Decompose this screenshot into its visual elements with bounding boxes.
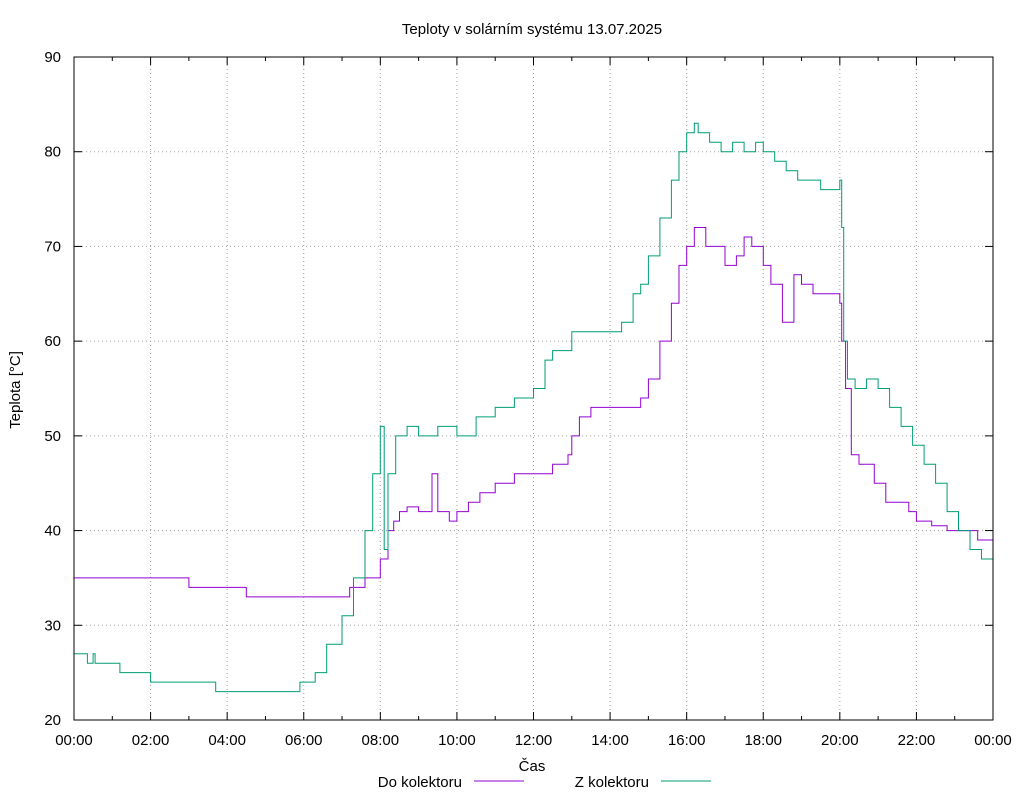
- series-line-1: [74, 122, 994, 693]
- legend-label-do-kolektoru: Do kolektoru: [378, 774, 462, 791]
- series-layer: [74, 122, 994, 693]
- x-tick-label: 20:00: [821, 732, 859, 749]
- y-tick-label: 20: [44, 712, 61, 729]
- x-tick-label: 14:00: [591, 732, 629, 749]
- x-tick-label: 00:00: [974, 732, 1012, 749]
- x-tick-label: 22:00: [898, 732, 936, 749]
- legend-label-z-kolektoru: Z kolektoru: [575, 774, 649, 791]
- legend: Do kolektoru Z kolektoru: [378, 774, 711, 791]
- x-tick-label: 16:00: [668, 732, 706, 749]
- x-axis-title: Čas: [519, 758, 546, 775]
- y-tick-label: 50: [44, 428, 61, 445]
- x-tick-label: 00:00: [55, 732, 93, 749]
- x-tick-labels: 00:00 02:00 04:00 06:00 08:00 10:00 12:00 14:00…: [55, 732, 1012, 749]
- y-tick-label: 40: [44, 523, 61, 540]
- y-tick-label: 90: [44, 49, 61, 66]
- x-tick-label: 10:00: [438, 732, 476, 749]
- y-tick-label: 70: [44, 238, 61, 255]
- x-tick-label: 12:00: [515, 732, 553, 749]
- chart-title: Teploty v solárním systému 13.07.2025: [402, 21, 662, 38]
- x-tick-label: 08:00: [362, 732, 400, 749]
- x-tick-label: 04:00: [208, 732, 246, 749]
- series-line-0: [74, 227, 993, 598]
- y-tick-label: 60: [44, 333, 61, 350]
- x-tick-label: 06:00: [285, 732, 323, 749]
- grid: [74, 57, 993, 720]
- ticks: [73, 56, 994, 721]
- x-tick-label: 02:00: [132, 732, 170, 749]
- y-tick-label: 80: [44, 144, 61, 161]
- x-tick-label: 18:00: [744, 732, 782, 749]
- y-tick-labels: 20 30 40 50 60 70 80 90: [44, 49, 61, 729]
- y-axis-title: Teplota [°C]: [7, 351, 24, 429]
- y-tick-label: 30: [44, 617, 61, 634]
